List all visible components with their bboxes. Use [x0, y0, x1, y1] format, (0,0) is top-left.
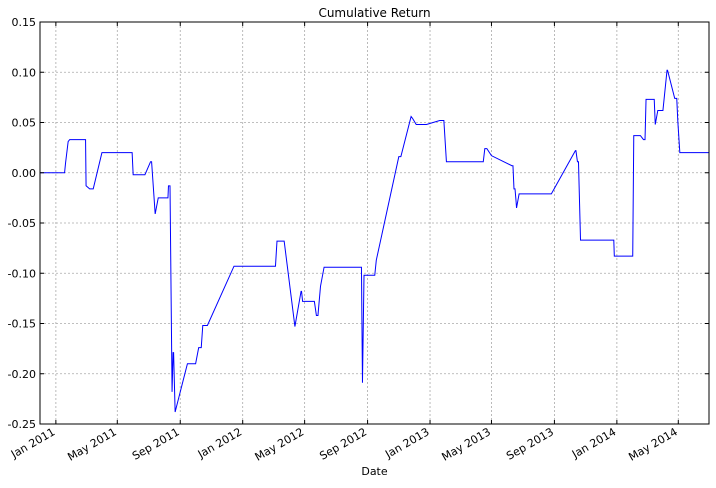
y-tick-label: 0.15 [12, 16, 37, 29]
x-axis-label: Date [361, 465, 388, 478]
y-tick-label: 0.10 [12, 66, 37, 79]
cumulative-return-line [40, 69, 709, 413]
y-tick-label: -0.10 [8, 267, 36, 280]
y-tick-label: -0.25 [8, 418, 36, 431]
y-tick-label: 0.00 [12, 167, 37, 180]
y-tick-label: -0.05 [8, 217, 36, 230]
y-tick-label: 0.05 [12, 117, 37, 130]
y-tick-label: -0.20 [8, 368, 36, 381]
y-tick-label: -0.15 [8, 318, 36, 331]
chart-title: Cumulative Return [318, 6, 430, 20]
plot-area [40, 69, 709, 413]
